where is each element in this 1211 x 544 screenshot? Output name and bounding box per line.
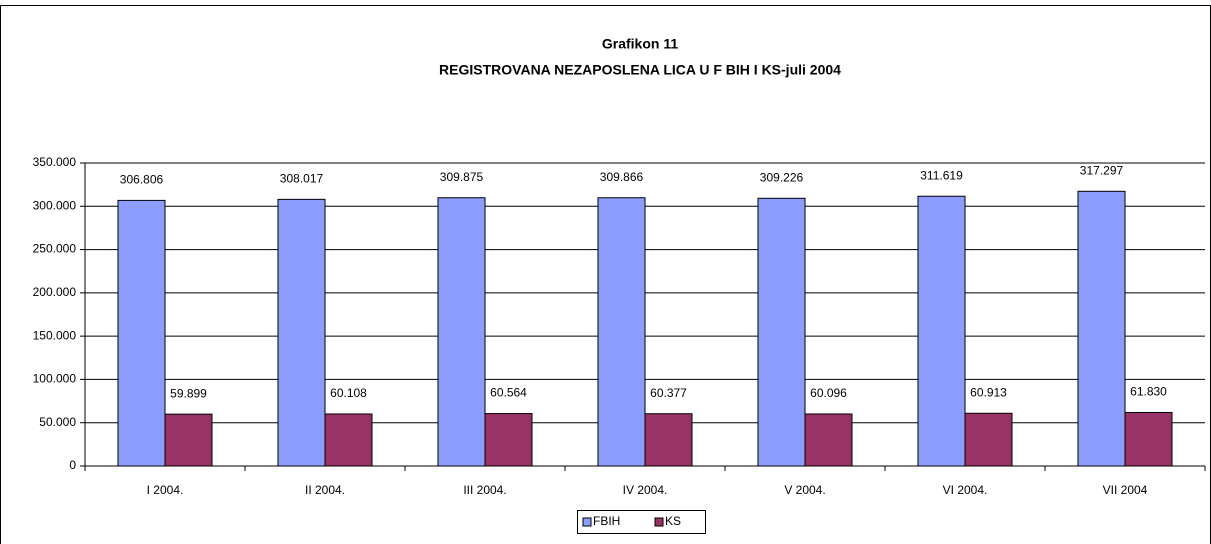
value-label: 309.875	[440, 170, 484, 184]
y-tick-label: 200.000	[33, 285, 77, 299]
y-tick-label: 300.000	[33, 198, 77, 212]
y-tick-label: 250.000	[33, 242, 77, 256]
value-label: 61.830	[1130, 385, 1167, 399]
x-tick-label: II 2004.	[305, 483, 345, 497]
y-tick-label: 50.000	[39, 415, 76, 429]
x-tick-label: VI 2004.	[943, 483, 988, 497]
bar	[1124, 411, 1173, 467]
legend-box	[577, 510, 706, 534]
value-label: 60.096	[810, 386, 847, 400]
legend-swatch	[582, 517, 592, 527]
value-label: 60.913	[970, 385, 1007, 399]
x-tick-label: III 2004.	[463, 483, 506, 497]
bar	[277, 198, 326, 467]
bar	[164, 413, 213, 467]
value-label: 59.899	[170, 386, 207, 400]
bar	[117, 199, 166, 467]
value-label: 317.297	[1080, 163, 1124, 177]
x-tick-label: VII 2004	[1103, 483, 1148, 497]
bar	[1077, 190, 1126, 467]
x-tick-label: I 2004.	[147, 483, 184, 497]
value-label: 60.564	[490, 386, 527, 400]
bar	[644, 413, 693, 467]
y-tick-label: 350.000	[33, 155, 77, 169]
legend-label: KS	[665, 514, 681, 528]
value-label: 308.017	[280, 172, 324, 186]
x-tick-label: IV 2004.	[623, 483, 668, 497]
bar	[597, 197, 646, 467]
bar	[964, 412, 1013, 467]
value-label: 306.806	[120, 173, 164, 187]
value-label: 60.108	[330, 386, 367, 400]
y-tick-label: 150.000	[33, 328, 77, 342]
chart-title: Grafikon 11	[602, 36, 678, 52]
value-label: 309.226	[760, 170, 804, 184]
x-tick-label: V 2004.	[784, 483, 825, 497]
bar	[757, 197, 806, 467]
value-label: 309.866	[600, 170, 644, 184]
value-label: 311.619	[920, 168, 963, 182]
chart-subtitle: REGISTROVANA NEZAPOSLENA LICA U F BIH I …	[439, 62, 841, 78]
y-tick-label: 0	[69, 458, 76, 472]
legend-swatch	[654, 517, 664, 527]
bar	[484, 413, 533, 467]
legend-label: FBIH	[593, 514, 620, 528]
bar	[804, 413, 853, 467]
bar	[437, 197, 486, 467]
value-label: 60.377	[650, 386, 687, 400]
bar	[324, 413, 373, 467]
bar	[917, 195, 966, 467]
y-tick-label: 100.000	[33, 372, 77, 386]
